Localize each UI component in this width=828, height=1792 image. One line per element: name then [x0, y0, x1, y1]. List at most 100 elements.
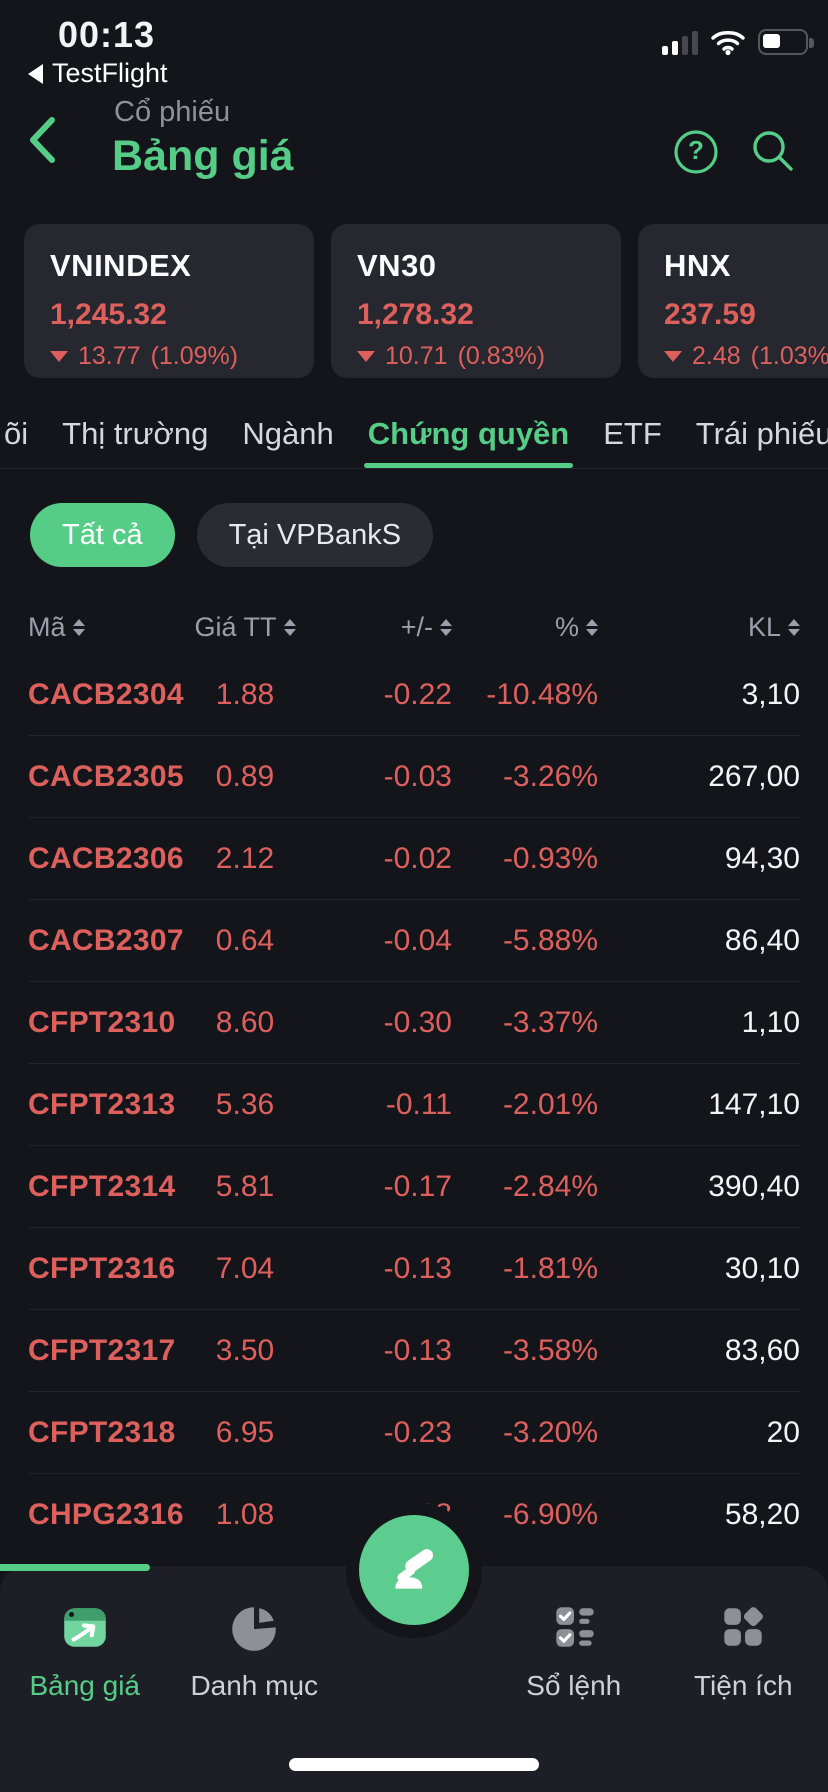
index-card-vn30[interactable]: VN30 1,278.32 10.71 (0.83%): [331, 224, 621, 378]
warrant-pct: -0.93%: [502, 841, 598, 875]
warrant-change: -0.22: [383, 677, 452, 711]
table-row[interactable]: CFPT2313 5.36 -0.11 -2.01% 147,10: [28, 1064, 800, 1146]
column-header-price[interactable]: Giá TT: [186, 612, 304, 643]
table-header: Mã Giá TT +/- % KL: [28, 600, 800, 654]
table-row[interactable]: CACB2307 0.64 -0.04 -5.88% 86,40: [28, 900, 800, 982]
warrant-pct: -6.90%: [502, 1498, 598, 1531]
warrant-pct: -3.58%: [502, 1333, 598, 1367]
index-card-vnindex[interactable]: VNINDEX 1,245.32 13.77 (1.09%): [24, 224, 314, 378]
warrant-price: 3.50: [215, 1333, 275, 1367]
table-row[interactable]: CFPT2316 7.04 -0.13 -1.81% 30,10: [28, 1228, 800, 1310]
index-name: VN30: [357, 248, 437, 283]
warrant-code: CACB2306: [28, 841, 184, 875]
order-list-icon: [556, 1607, 594, 1647]
warrant-pct: -3.26%: [502, 759, 598, 793]
warrant-code: CFPT2316: [28, 1251, 176, 1285]
warrant-volume: 20: [766, 1415, 800, 1449]
sort-icon: [586, 618, 598, 636]
column-header-change[interactable]: +/-: [304, 612, 452, 643]
warrant-code: CACB2305: [28, 759, 184, 793]
warrant-change: -0.13: [383, 1251, 452, 1285]
tab-partial-left[interactable]: õi: [4, 416, 29, 451]
table-row[interactable]: CFPT2314 5.81 -0.17 -2.84% 390,40: [28, 1146, 800, 1228]
warrant-price: 2.12: [215, 841, 275, 875]
warrant-volume: 83,60: [724, 1333, 800, 1367]
index-name: VNINDEX: [50, 248, 192, 283]
help-icon[interactable]: ?: [672, 128, 720, 176]
trade-fab-button[interactable]: [359, 1515, 469, 1625]
nav-item-danh-muc[interactable]: Danh mục: [170, 1600, 340, 1792]
warrant-pct: -3.37%: [502, 1005, 598, 1039]
index-card-hnx[interactable]: HNX 237.59 2.48 (1.03%): [638, 224, 828, 378]
warrant-table: Mã Giá TT +/- % KL CACB2304 1.88 -0.22 -…: [0, 600, 828, 1556]
back-triangle-icon: [28, 63, 43, 84]
nav-item-tien-ich[interactable]: Tiện ích: [659, 1600, 828, 1792]
active-nav-indicator: [0, 1564, 150, 1571]
index-change: 13.77: [78, 342, 141, 370]
table-row[interactable]: CACB2304 1.88 -0.22 -10.48% 3,10: [28, 654, 800, 736]
warrant-change: -0.13: [383, 1333, 452, 1367]
warrant-change: -0.04: [383, 923, 452, 957]
table-row[interactable]: CFPT2317 3.50 -0.13 -3.58% 83,60: [28, 1310, 800, 1392]
table-row[interactable]: CFPT2318 6.95 -0.23 -3.20% 20: [28, 1392, 800, 1474]
warrant-price: 0.64: [215, 923, 275, 957]
table-row[interactable]: CFPT2310 8.60 -0.30 -3.37% 1,10: [28, 982, 800, 1064]
warrant-code: CACB2307: [28, 923, 184, 957]
warrant-pct: -2.84%: [502, 1169, 598, 1203]
warrant-code: CFPT2317: [28, 1333, 176, 1367]
warrant-volume: 1,10: [741, 1005, 800, 1039]
warrant-volume: 147,10: [708, 1087, 800, 1121]
warrant-price: 8.60: [215, 1005, 275, 1039]
tab-etf[interactable]: ETF: [603, 416, 662, 451]
warrant-price: 1.88: [215, 677, 275, 711]
warrant-volume: 267,00: [708, 759, 800, 793]
column-header-pct[interactable]: %: [452, 612, 598, 643]
warrant-price: 5.81: [215, 1169, 275, 1203]
tab-trai-phieu-rl[interactable]: Trái phiếu RL: [695, 416, 828, 451]
warrant-code: CFPT2313: [28, 1087, 176, 1121]
warrant-change: -0.23: [383, 1415, 452, 1449]
battery-icon: [758, 29, 814, 55]
column-header-volume[interactable]: KL: [598, 612, 800, 643]
search-icon[interactable]: [748, 126, 798, 176]
warrant-volume: 30,10: [724, 1251, 800, 1285]
filter-vpbanks-chip[interactable]: Tại VPBankS: [196, 503, 434, 567]
cell-signal-icon: [662, 29, 698, 55]
warrant-volume: 94,30: [724, 841, 800, 875]
back-chevron-icon[interactable]: [22, 112, 60, 168]
index-value: 1,245.32: [50, 298, 167, 331]
nav-label: Tiện ích: [693, 1670, 793, 1701]
warrant-change: -0.02: [383, 841, 452, 875]
down-triangle-icon: [50, 351, 68, 362]
index-card-row: VNINDEX 1,245.32 13.77 (1.09%) VN30 1,27…: [24, 224, 828, 378]
nav-item-bang-gia[interactable]: Bảng giá: [0, 1600, 170, 1792]
column-header-code[interactable]: Mã: [28, 612, 186, 643]
warrant-volume: 86,40: [724, 923, 800, 957]
warrant-volume: 58,20: [724, 1498, 800, 1531]
filter-chips: Tất cả Tại VPBankS: [30, 503, 434, 567]
index-value: 237.59: [664, 298, 756, 331]
home-indicator[interactable]: [289, 1758, 539, 1771]
return-to-app-link[interactable]: TestFlight: [28, 58, 168, 89]
nav-item-so-lenh[interactable]: Sổ lệnh: [489, 1600, 659, 1792]
page-title: Bảng giá: [112, 132, 294, 180]
index-change-pct: (0.83%): [457, 342, 546, 370]
tab-nganh[interactable]: Ngành: [242, 416, 334, 451]
warrant-volume: 390,40: [708, 1169, 800, 1203]
tab-thi-truong[interactable]: Thị trường: [62, 416, 209, 451]
table-row[interactable]: CACB2305 0.89 -0.03 -3.26% 267,00: [28, 736, 800, 818]
warrant-code: CACB2304: [28, 677, 184, 711]
tab-chung-quyen[interactable]: Chứng quyền: [363, 398, 573, 470]
sort-icon: [72, 618, 85, 636]
back-app-label: TestFlight: [52, 58, 168, 88]
index-change-pct: (1.09%): [150, 342, 239, 370]
table-row[interactable]: CACB2306 2.12 -0.02 -0.93% 94,30: [28, 818, 800, 900]
filter-all-chip[interactable]: Tất cả: [30, 503, 175, 567]
nav-label: Sổ lệnh: [526, 1670, 622, 1701]
clock-time: 00:13: [58, 14, 156, 55]
sort-icon: [440, 618, 452, 636]
warrant-price: 7.04: [215, 1251, 275, 1285]
sort-icon: [283, 618, 296, 636]
warrant-pct: -10.48%: [486, 677, 598, 711]
pie-chart-icon: [232, 1603, 281, 1651]
